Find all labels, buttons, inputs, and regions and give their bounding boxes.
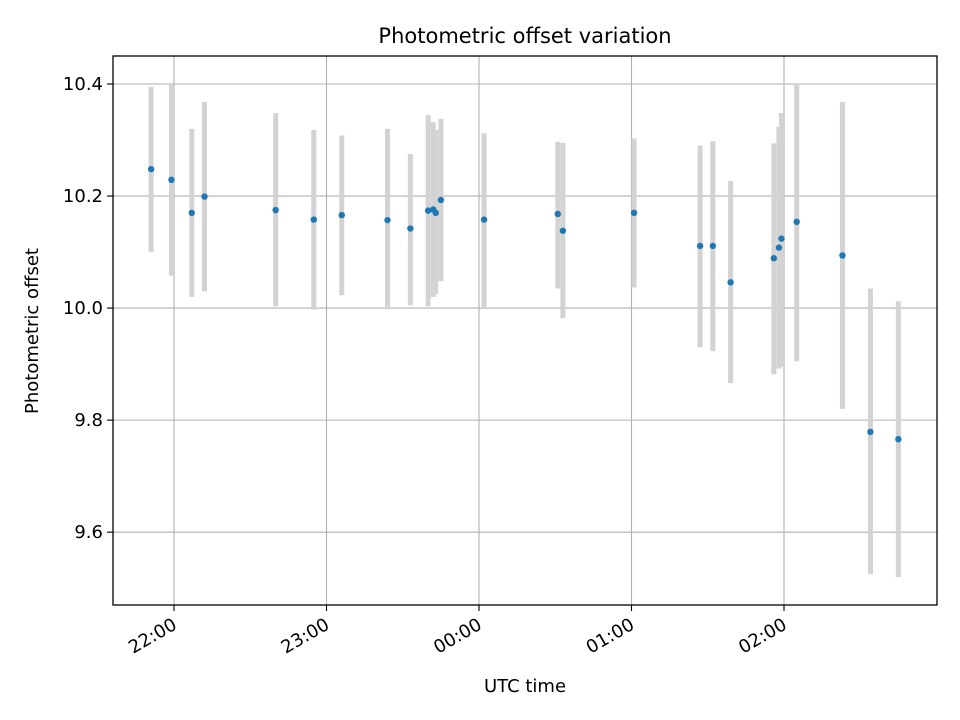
- y-tick-label: 10.2: [63, 186, 103, 207]
- data-point: [867, 428, 874, 436]
- data-point: [384, 216, 391, 224]
- y-axis-ticks: 9.6 9.8 10.0 10.2 10.4: [63, 74, 113, 543]
- x-tick-label: 22:00: [125, 614, 180, 658]
- data-point: [437, 196, 445, 204]
- data-point: [432, 209, 439, 217]
- x-tick-label: 00:00: [430, 614, 485, 658]
- y-tick-label: 9.6: [74, 522, 103, 543]
- data-point: [168, 176, 175, 184]
- data-point: [793, 218, 800, 226]
- data-point: [778, 235, 785, 242]
- y-tick-label: 10.4: [63, 74, 103, 95]
- data-point: [424, 207, 432, 214]
- x-tick-label: 02:00: [735, 614, 790, 658]
- data-point: [727, 279, 734, 286]
- y-tick-label: 10.0: [63, 298, 103, 319]
- data-point: [559, 227, 567, 234]
- errorbars: [148, 84, 901, 577]
- data-point: [839, 252, 846, 259]
- data-point: [775, 244, 783, 251]
- y-tick-label: 9.8: [74, 410, 103, 431]
- data-point: [272, 206, 279, 214]
- plot-frame: [112, 55, 938, 606]
- data-point: [201, 193, 208, 200]
- x-tick-label: 01:00: [583, 614, 638, 658]
- data-point: [554, 210, 561, 218]
- x-axis-title: UTC time: [484, 676, 566, 697]
- grid: [113, 56, 937, 605]
- data-point: [147, 165, 155, 173]
- data-point: [188, 209, 195, 217]
- data-point: [480, 216, 488, 223]
- data-point: [770, 255, 778, 262]
- data-point: [696, 242, 704, 250]
- data-point: [310, 216, 317, 223]
- x-tick-label: 23:00: [278, 614, 333, 658]
- data-point: [338, 211, 345, 219]
- data-point: [407, 225, 414, 232]
- chart-title: Photometric offset variation: [378, 24, 671, 48]
- data-points: [147, 165, 902, 443]
- data-point: [709, 242, 717, 250]
- y-axis-title: Photometric offset: [22, 248, 43, 414]
- data-point: [630, 209, 638, 217]
- data-point: [895, 435, 902, 443]
- x-axis-ticks: 22:00 23:00 00:00 01:00 02:00: [125, 605, 791, 658]
